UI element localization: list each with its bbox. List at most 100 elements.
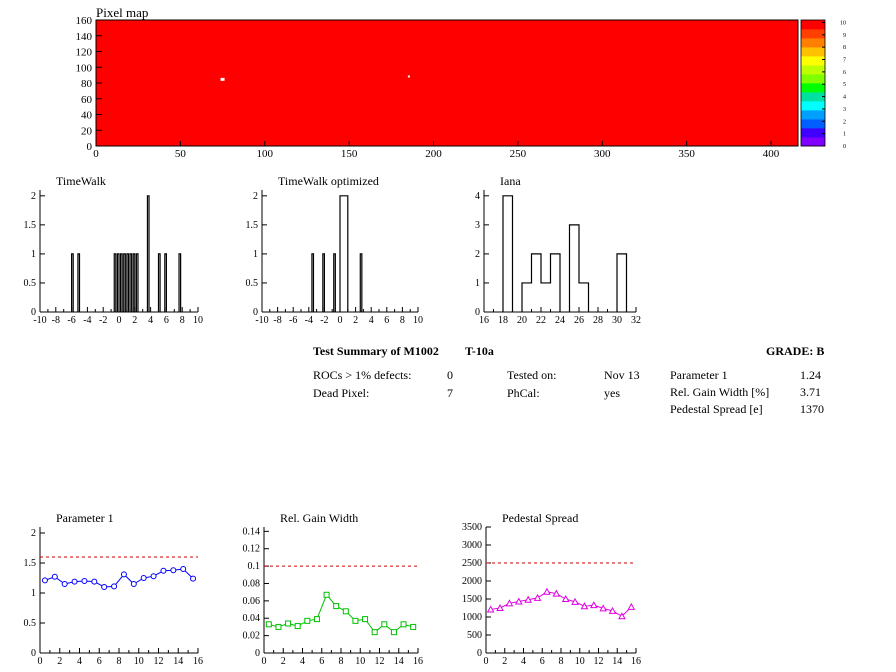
chart-2-title: Iana — [500, 174, 521, 188]
pixel-map-x-tick-label: 200 — [425, 148, 442, 160]
chart-2-y-tick-label: 2 — [475, 249, 480, 260]
chart-1-x-tick-label: 0 — [338, 315, 343, 326]
colorbar-segment — [801, 83, 825, 93]
chart-2-bar — [551, 254, 561, 312]
chart-3-y-tick-label: 2 — [31, 528, 36, 539]
chart-2-bar — [541, 283, 551, 312]
pixel-map-y-tick-label: 80 — [81, 78, 93, 90]
colorbar-tick-label: 9 — [843, 33, 846, 39]
chart-5-point — [599, 604, 608, 612]
chart-4-point — [313, 616, 320, 623]
chart-4-point — [342, 608, 349, 615]
colorbar-segment — [801, 128, 825, 138]
chart-2-bar — [522, 283, 532, 312]
chart-3-point — [150, 573, 157, 580]
pixel-map-y-tick-label: 140 — [76, 31, 93, 43]
chart-2-x-tick-label: 28 — [593, 315, 603, 326]
dead-pixel-value: 7 — [447, 386, 453, 400]
chart-3-point — [101, 584, 108, 590]
phcal-value: yes — [604, 386, 620, 400]
chart-1-x-tick-label: -8 — [273, 315, 281, 326]
colorbar-tick-label: 1 — [843, 132, 846, 138]
chart-1-x-tick-label: -2 — [320, 315, 328, 326]
chart-2-x-tick-label: 26 — [574, 315, 584, 326]
pedestal-spread-label: Pedestal Spread [e] — [670, 402, 763, 416]
pixel-map-x-tick-label: 250 — [510, 148, 527, 160]
chart-3-point — [81, 578, 88, 584]
chart-0-y-tick-label: 1 — [31, 249, 36, 260]
chart-3-point — [51, 573, 58, 580]
chart-3-series-line — [44, 568, 194, 588]
tested-on-value: Nov 13 — [604, 368, 640, 382]
dead-pixel-spot — [407, 75, 410, 78]
phcal-label: PhCal: — [507, 386, 540, 400]
chart-5-point — [571, 597, 579, 605]
chart-3-x-tick-label: 4 — [77, 656, 82, 667]
chart-5-point — [589, 601, 598, 609]
chart-3-point — [111, 583, 118, 590]
chart-5-x-tick-label: 4 — [521, 656, 526, 667]
chart-2-x-tick-label: 24 — [555, 315, 565, 326]
chart-5-y-tick-label: 1000 — [462, 612, 482, 623]
colorbar-tick-label: 8 — [843, 45, 846, 51]
chart-3-y-tick-label: 1 — [31, 588, 36, 599]
rel-gain-width-label: Rel. Gain Width [%] — [670, 385, 770, 399]
chart-4-y-tick-label: 0.1 — [248, 561, 261, 572]
chart-4-y-tick-label: 0.12 — [243, 544, 261, 555]
grade-label: GRADE: B — [766, 344, 825, 358]
chart-4-point — [362, 616, 369, 623]
chart-2-y-tick-label: 4 — [475, 191, 480, 202]
chart-3-x-tick-label: 16 — [193, 656, 203, 667]
pixel-map-x-tick-label: 350 — [678, 148, 695, 160]
chart-2-y-tick-label: 0 — [475, 307, 480, 318]
chart-0-x-tick-label: -2 — [99, 315, 107, 326]
pixel-map-x-tick-label: 50 — [175, 148, 187, 160]
chart-3-x-tick-label: 0 — [38, 656, 43, 667]
chart-2-x-tick-label: 32 — [631, 315, 641, 326]
pixel-map-x-tick-label: 400 — [763, 148, 780, 160]
chart-4-point — [294, 623, 301, 630]
chart-0-y-tick-label: 2 — [31, 191, 36, 202]
chart-2-y-tick-label: 1 — [475, 278, 480, 289]
chart-4-point — [400, 621, 407, 628]
chart-5-x-tick-label: 12 — [594, 656, 604, 667]
colorbar-segment — [801, 20, 825, 30]
chart-2-bar — [570, 225, 580, 312]
chart-4-x-tick-label: 8 — [339, 656, 344, 667]
chart-5-x-tick-label: 8 — [559, 656, 564, 667]
chart-3-point — [120, 571, 127, 578]
chart-4-x-tick-label: 6 — [319, 656, 324, 667]
chart-3-x-tick-label: 12 — [154, 656, 164, 667]
chart-5-x-tick-label: 0 — [484, 656, 489, 667]
chart-5-y-tick-label: 2500 — [462, 558, 482, 569]
chart-3-point — [170, 567, 177, 574]
chart-3-x-tick-label: 10 — [134, 656, 144, 667]
chart-1-bar — [343, 196, 345, 312]
chart-4-point — [285, 620, 292, 627]
chart-4-point — [371, 629, 378, 636]
colorbar-segment — [801, 137, 825, 147]
chart-4-point — [333, 603, 340, 610]
chart-0-x-tick-label: 10 — [193, 315, 203, 326]
chart-5-x-tick-label: 2 — [502, 656, 507, 667]
colorbar-tick-label: 3 — [843, 107, 846, 113]
chart-0-x-tick-label: 2 — [132, 315, 137, 326]
chart-3-point — [180, 566, 187, 572]
chart-0-x-tick-label: 0 — [117, 315, 122, 326]
chart-4-x-tick-label: 12 — [375, 656, 385, 667]
chart-0-x-tick-label: -8 — [52, 315, 60, 326]
chart-4-x-tick-label: 4 — [300, 656, 305, 667]
chart-2-bar — [579, 283, 589, 312]
chart-5-point — [543, 587, 551, 595]
chart-0-x-tick-label: 4 — [148, 315, 153, 326]
chart-0-y-tick-label: 0 — [31, 307, 36, 318]
rel-gain-width-value: 3.71 — [800, 385, 821, 399]
chart-3-y-tick-label: 0.5 — [24, 618, 37, 629]
chart-0-x-tick-label: -4 — [83, 315, 91, 326]
parameter1-value: 1.24 — [800, 368, 821, 382]
chart-1-y-tick-label: 1.5 — [246, 220, 259, 231]
colorbar-tick-label: 5 — [843, 82, 846, 88]
chart-3-x-tick-label: 6 — [97, 656, 102, 667]
pixel-map-x-tick-label: 300 — [594, 148, 611, 160]
chart-4-point — [390, 629, 397, 636]
